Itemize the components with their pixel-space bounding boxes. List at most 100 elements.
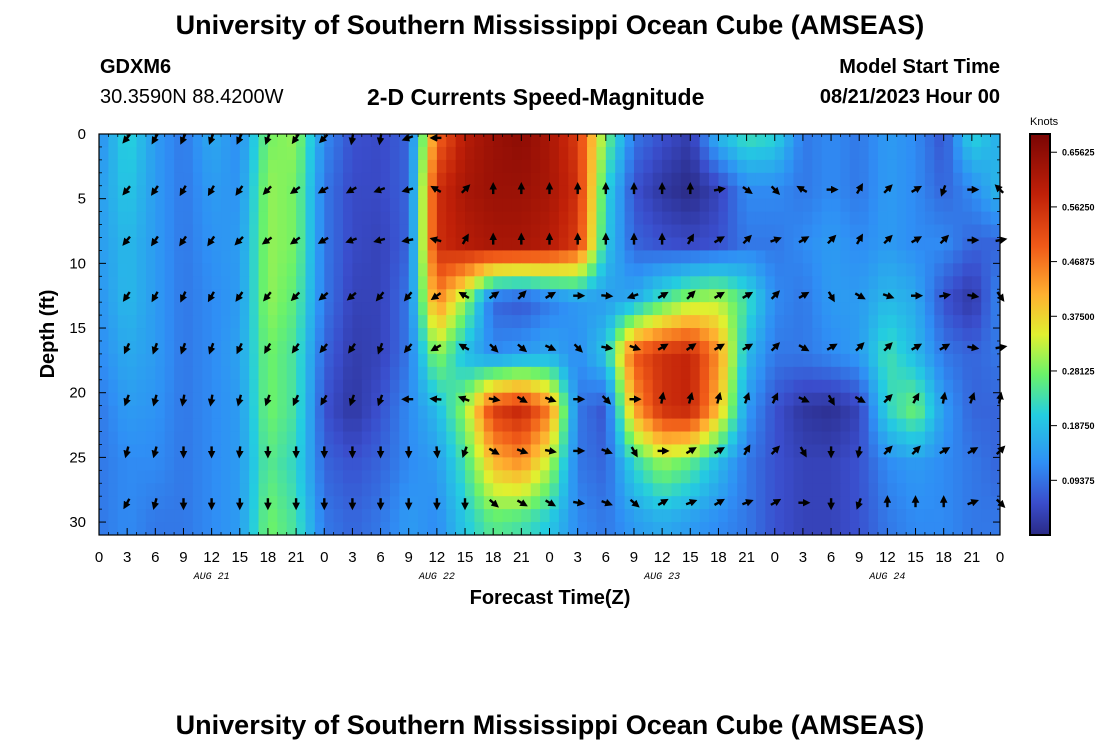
heatmap-cell	[127, 483, 138, 497]
heatmap-cell	[671, 340, 682, 355]
heatmap-cell	[540, 263, 551, 277]
heatmap-cell	[380, 392, 391, 407]
heatmap-cell	[699, 302, 710, 316]
heatmap-cell	[155, 444, 166, 458]
heatmap-cell	[117, 250, 128, 264]
heatmap-cell	[502, 444, 513, 458]
heatmap-cell	[446, 418, 457, 433]
heatmap-cell	[699, 392, 710, 407]
heatmap-cell	[455, 185, 466, 200]
heatmap-cell	[296, 457, 307, 471]
heatmap-cell	[690, 289, 701, 303]
heatmap-cell	[615, 276, 626, 290]
heatmap-cell	[793, 146, 804, 161]
heatmap-cell	[230, 328, 241, 342]
heatmap-cell	[615, 302, 626, 316]
heatmap-cell	[127, 237, 138, 252]
heatmap-cell	[624, 483, 635, 497]
heatmap-cell	[277, 185, 288, 200]
heatmap-cell	[436, 263, 447, 277]
heatmap-cell	[868, 405, 879, 420]
heatmap-cell	[277, 418, 288, 433]
heatmap-cell	[108, 392, 119, 407]
heatmap-cell	[727, 444, 738, 458]
heatmap-cell	[624, 134, 635, 148]
heatmap-cell	[127, 366, 138, 381]
heatmap-cell	[587, 379, 598, 394]
heatmap-cell	[258, 211, 269, 226]
heatmap-cell	[896, 340, 907, 355]
heatmap-cell	[286, 457, 297, 471]
heatmap-cell	[690, 405, 701, 420]
heatmap-cell	[202, 431, 213, 446]
heatmap-cell	[615, 509, 626, 523]
heatmap-cell	[474, 198, 485, 213]
heatmap-cell	[540, 392, 551, 407]
current-arrow	[292, 394, 300, 407]
heatmap-cell	[399, 185, 410, 200]
heatmap-cell	[521, 522, 532, 535]
heatmap-cell	[314, 522, 325, 535]
current-arrow	[207, 394, 216, 407]
heatmap-cell	[765, 379, 776, 394]
heatmap-cell	[521, 457, 532, 471]
heatmap-cell	[652, 509, 663, 523]
heatmap-cell	[587, 470, 598, 484]
heatmap-cell	[690, 146, 701, 161]
heatmap-cell	[784, 522, 795, 535]
heatmap-cell	[305, 509, 316, 523]
heatmap-cell	[540, 379, 551, 394]
heatmap-cell	[915, 146, 926, 161]
heatmap-cell	[784, 172, 795, 187]
heatmap-cell	[633, 289, 644, 303]
heatmap-cell	[793, 289, 804, 303]
heatmap-cell	[680, 237, 691, 252]
heatmap-cell	[821, 237, 832, 252]
heatmap-cell	[849, 263, 860, 277]
heatmap-cell	[136, 418, 147, 433]
heatmap-cell	[389, 470, 400, 484]
heatmap-cell	[145, 276, 156, 290]
heatmap-cell	[324, 392, 335, 407]
heatmap-cell	[249, 509, 260, 523]
heatmap-cell	[690, 328, 701, 342]
heatmap-cell	[793, 470, 804, 484]
heatmap-cell	[755, 146, 766, 161]
heatmap-cell	[605, 328, 616, 342]
heatmap-cell	[840, 444, 851, 458]
current-arrow	[179, 185, 187, 197]
heatmap-cell	[267, 340, 278, 355]
heatmap-cell	[587, 522, 598, 535]
heatmap-cell	[145, 353, 156, 368]
heatmap-cell	[155, 379, 166, 394]
heatmap-cell	[793, 444, 804, 458]
heatmap-cell	[399, 509, 410, 523]
heatmap-cell	[877, 366, 888, 381]
heatmap-cell	[906, 328, 917, 342]
heatmap-cell	[615, 470, 626, 484]
heatmap-cell	[540, 159, 551, 174]
heatmap-cell	[446, 263, 457, 277]
current-arrow	[742, 343, 754, 351]
heatmap-cell	[831, 366, 842, 381]
heatmap-cell	[465, 224, 476, 239]
heatmap-cell	[427, 250, 438, 264]
heatmap-cell	[868, 470, 879, 484]
heatmap-cell	[971, 328, 982, 342]
heatmap-cell	[877, 172, 888, 187]
heatmap-cell	[267, 418, 278, 433]
heatmap-cell	[596, 418, 607, 433]
heatmap-cell	[831, 496, 842, 510]
heatmap-cell	[174, 159, 185, 174]
heatmap-cell	[709, 522, 720, 535]
heatmap-cell	[558, 134, 569, 148]
heatmap-cell	[633, 302, 644, 316]
heatmap-cell	[549, 470, 560, 484]
heatmap-cell	[568, 470, 579, 484]
heatmap-cell	[821, 496, 832, 510]
heatmap-cell	[239, 198, 250, 213]
heatmap-cell	[906, 302, 917, 316]
current-arrow	[401, 185, 414, 194]
heatmap-cell	[596, 224, 607, 239]
heatmap-cell	[840, 134, 851, 148]
